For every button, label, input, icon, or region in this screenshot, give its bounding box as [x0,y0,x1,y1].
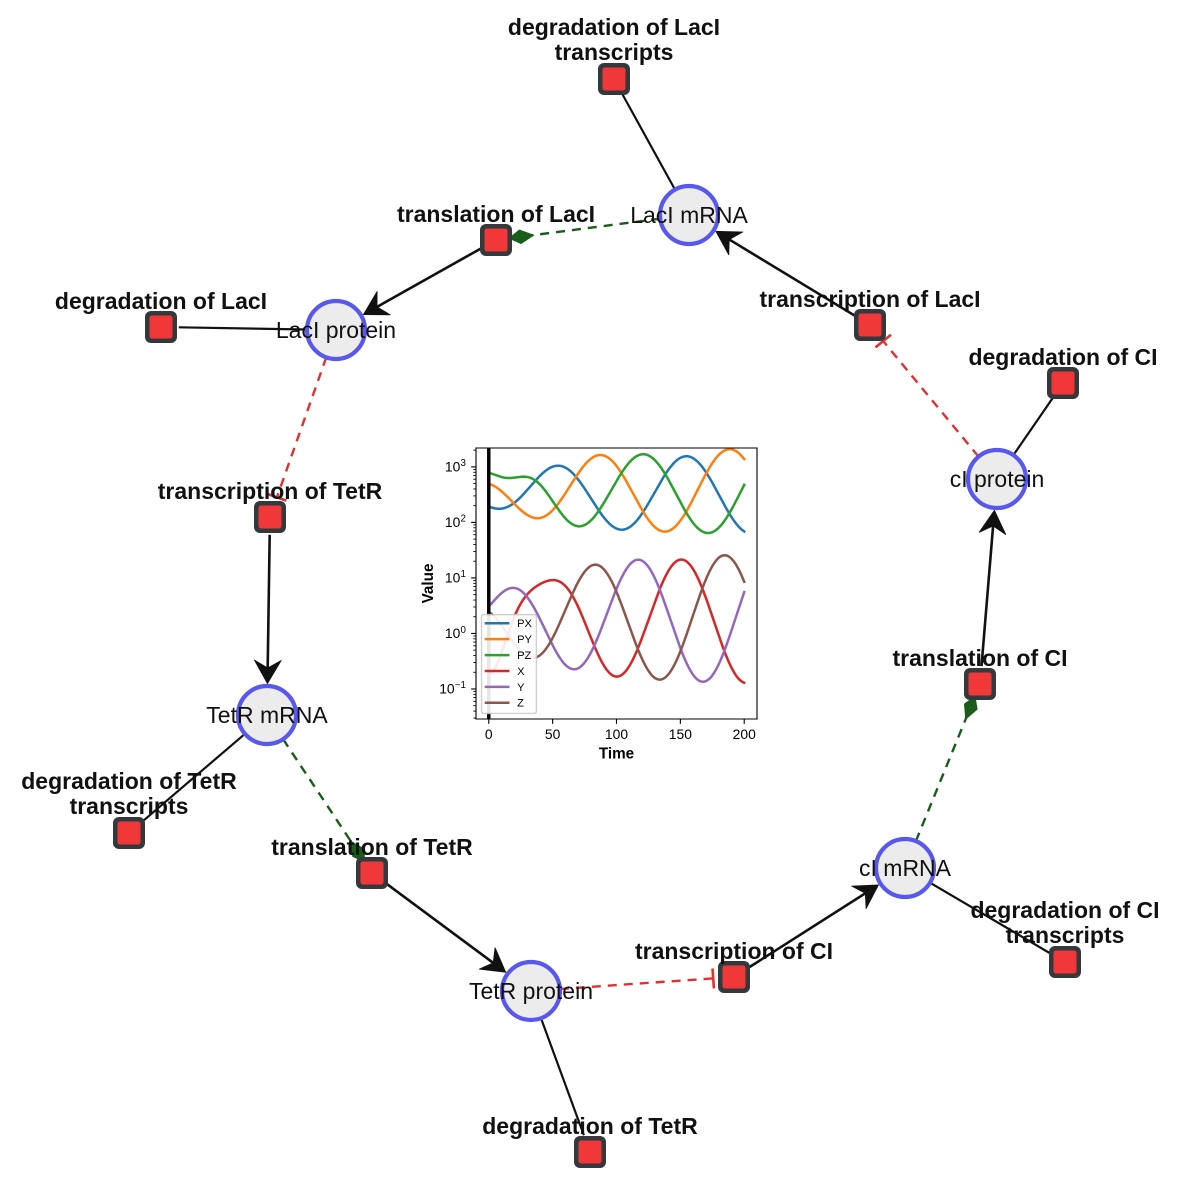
svg-text:degradation of TetR: degradation of TetR [21,768,237,794]
svg-text:transcription of LacI: transcription of LacI [759,286,980,312]
svg-text:degradation of CI: degradation of CI [970,897,1159,923]
svg-text:degradation of TetR: degradation of TetR [482,1113,698,1139]
svg-text:transcripts: transcripts [555,39,674,65]
svg-text:transcription of CI: transcription of CI [635,938,833,964]
svg-text:translation of TetR: translation of TetR [271,834,473,860]
svg-text:TetR protein: TetR protein [469,978,593,1004]
svg-text:degradation of CI: degradation of CI [968,344,1157,370]
svg-text:degradation of LacI: degradation of LacI [508,14,720,40]
svg-text:LacI mRNA: LacI mRNA [630,202,748,228]
svg-text:transcripts: transcripts [70,793,189,819]
svg-text:cI mRNA: cI mRNA [859,855,952,881]
svg-text:translation of LacI: translation of LacI [397,201,595,227]
svg-text:TetR mRNA: TetR mRNA [206,702,328,728]
svg-text:transcripts: transcripts [1006,922,1125,948]
svg-text:translation of CI: translation of CI [892,645,1067,671]
svg-text:LacI protein: LacI protein [276,317,396,343]
svg-text:transcription of TetR: transcription of TetR [158,478,383,504]
svg-text:cI protein: cI protein [950,466,1045,492]
svg-text:degradation of LacI: degradation of LacI [55,288,267,314]
